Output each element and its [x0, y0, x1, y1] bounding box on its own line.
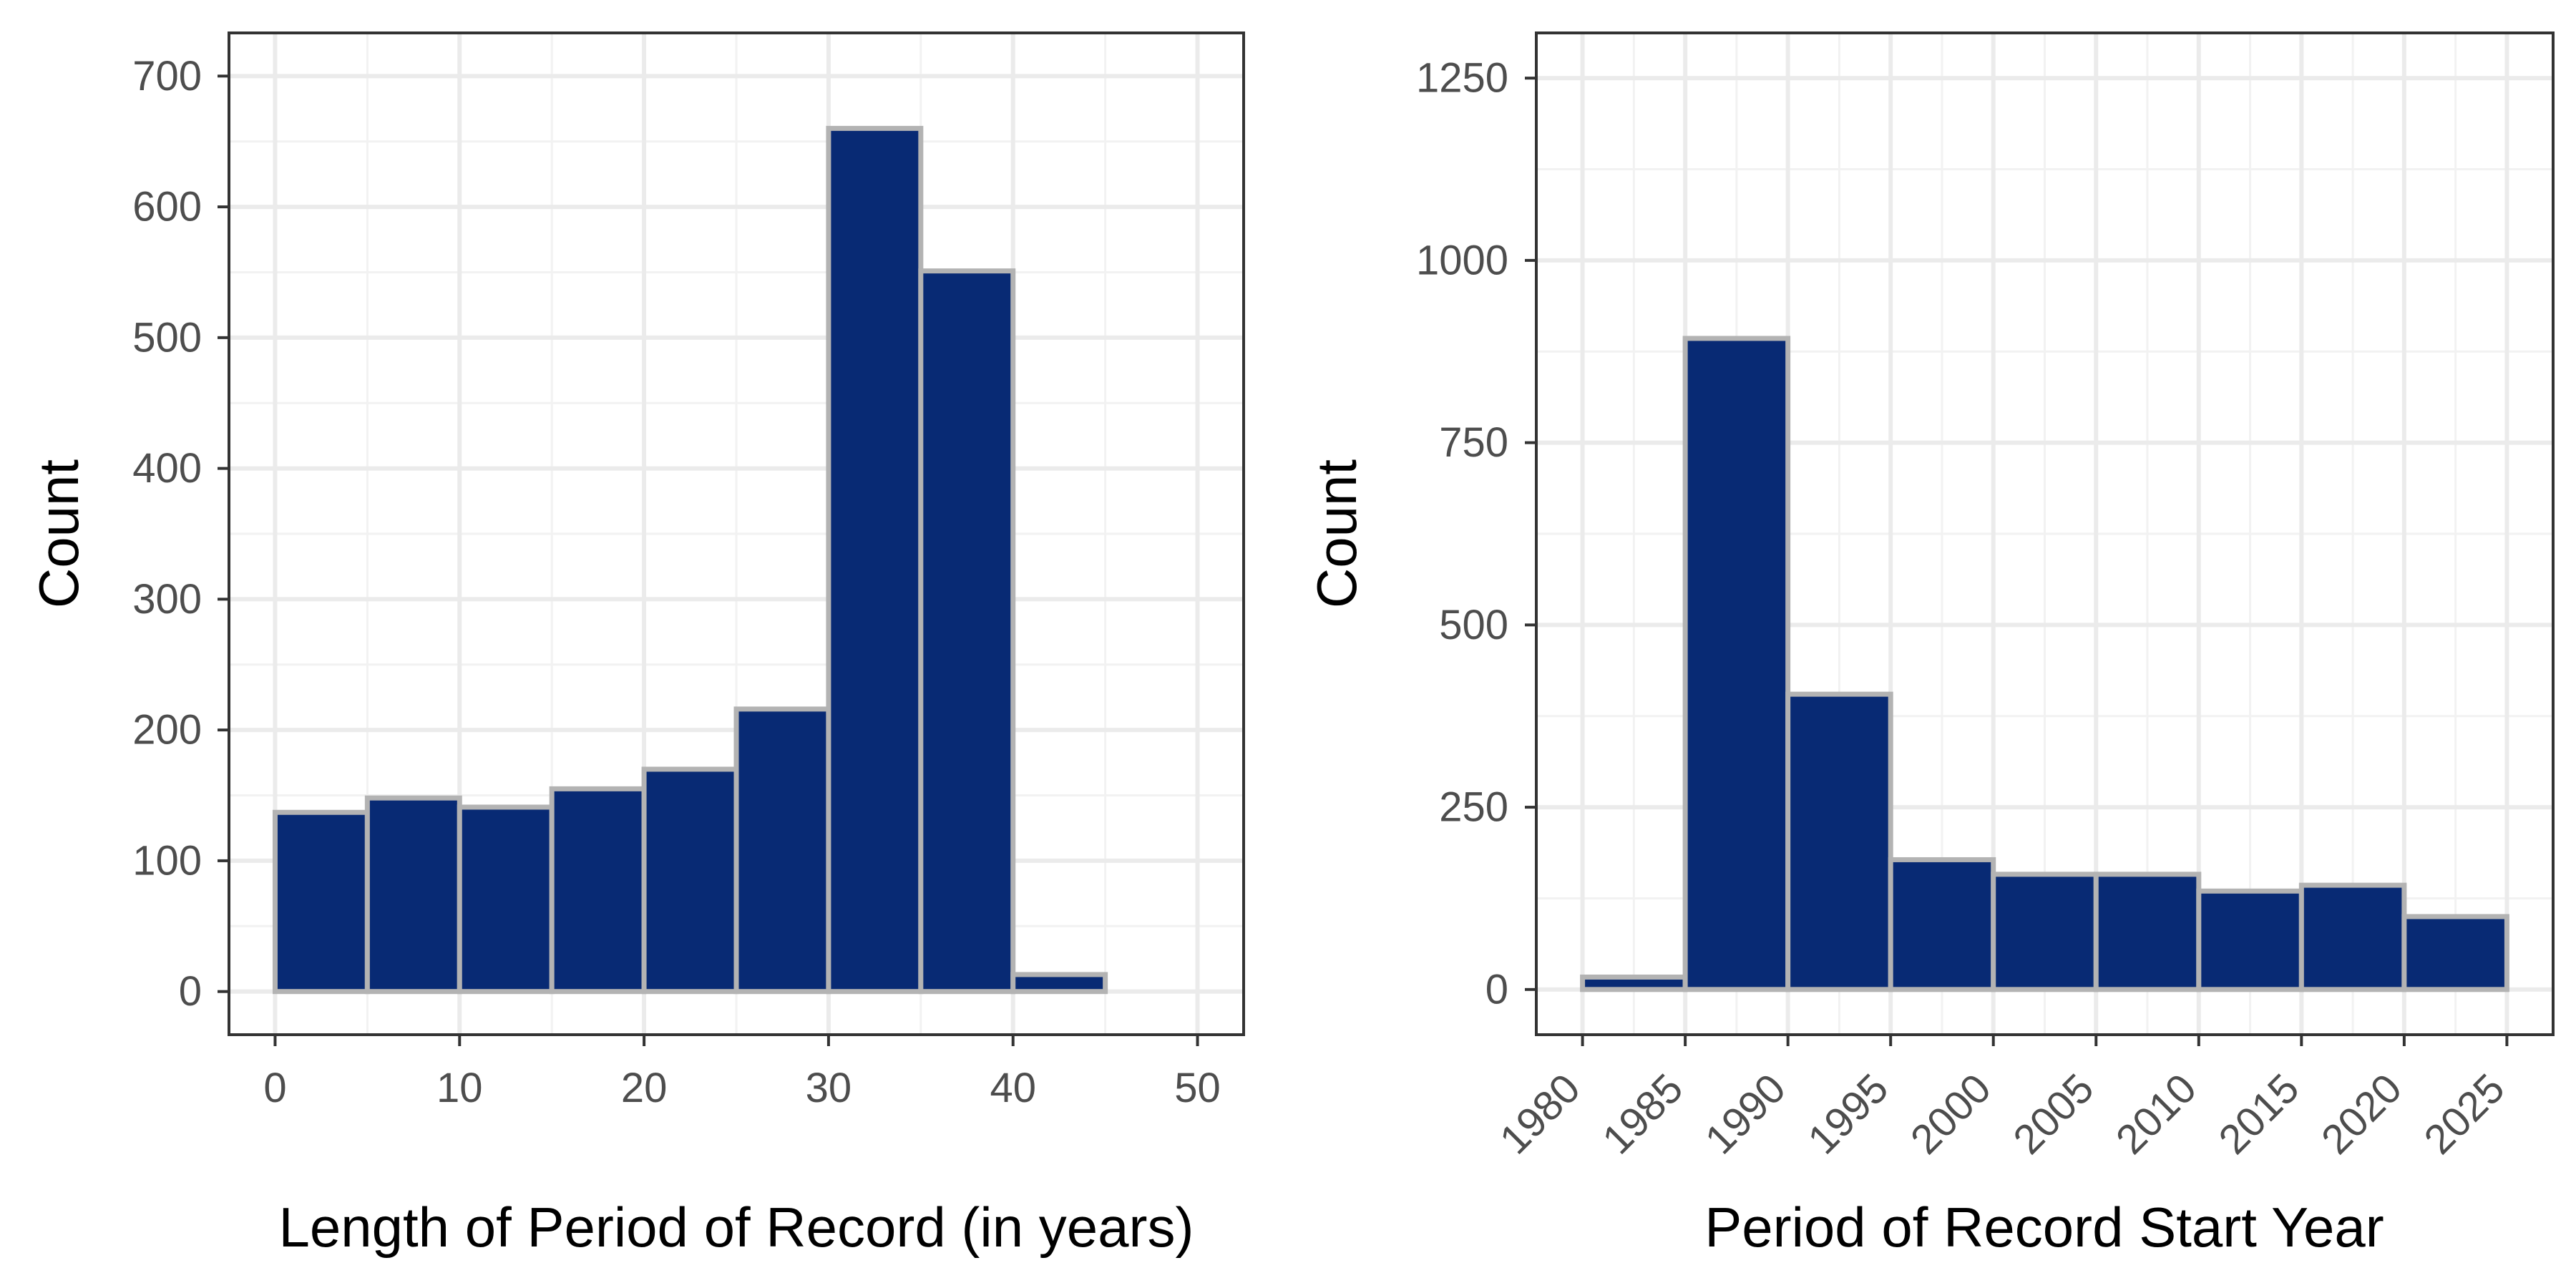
x-axis: 1980 1985 1990 1995 2000 2005 2010 2015 2020 2025	[1491, 1035, 2514, 1163]
histogram-bar	[1580, 975, 1688, 992]
x-tick-label: 2020	[2313, 1065, 2411, 1163]
x-tick-label: 2005	[2004, 1065, 2102, 1163]
x-tick-label: 2000	[1902, 1065, 2000, 1163]
histogram-bar	[2196, 888, 2304, 992]
x-axis: 0 10 20 30 40 50	[263, 1035, 1221, 1111]
y-tick-label: 1250	[1416, 55, 1508, 102]
histogram-bar	[2093, 872, 2202, 992]
x-tick-label: 50	[1174, 1065, 1221, 1111]
x-tick-label: 2010	[2107, 1065, 2205, 1163]
y-axis: 0 100 200 300 400 500 600 700	[132, 53, 229, 1015]
y-axis-title: Count	[27, 459, 90, 608]
histogram-bar	[364, 795, 462, 995]
histogram-bar	[2401, 914, 2509, 992]
bars	[1580, 336, 2509, 992]
histogram-bar	[1682, 336, 1791, 992]
y-tick-label: 200	[132, 707, 202, 753]
x-tick-label: 0	[263, 1065, 286, 1111]
y-axis-title: Count	[1305, 459, 1368, 608]
y-tick-label: 600	[132, 184, 202, 230]
x-tick-label: 10	[436, 1065, 483, 1111]
x-tick-label: 1985	[1594, 1065, 1692, 1163]
y-tick-label: 0	[179, 968, 202, 1015]
y-tick-label: 500	[132, 314, 202, 361]
x-tick-label: 20	[621, 1065, 668, 1111]
y-tick-label: 750	[1439, 419, 1508, 466]
histogram-bar	[1785, 691, 1893, 992]
histogram-bar	[1991, 872, 2099, 992]
y-tick-label: 400	[132, 445, 202, 492]
histogram-bar	[918, 268, 1016, 995]
histogram-bar	[1888, 857, 1996, 992]
x-tick-label: 1995	[1799, 1065, 1897, 1163]
histogram-bar	[733, 706, 831, 995]
x-tick-label: 1980	[1491, 1065, 1589, 1163]
y-tick-label: 1000	[1416, 237, 1508, 283]
x-axis-title: Period of Record Start Year	[1704, 1196, 2384, 1259]
histogram-record-length: 0 100 200 300 400 500 600 700 0 10 20 30 40 50 Length …	[27, 31, 1245, 1259]
x-tick-label: 2015	[2210, 1065, 2308, 1163]
x-tick-label: 30	[806, 1065, 852, 1111]
x-tick-label: 40	[990, 1065, 1036, 1111]
y-axis: 0 250 500 750 1000 1250	[1416, 55, 1536, 1013]
panel-border	[228, 31, 1245, 1036]
panel-border	[1535, 31, 2555, 1036]
y-tick-label: 0	[1485, 966, 1508, 1013]
bars	[272, 125, 1108, 995]
histogram-bar	[272, 809, 370, 995]
histogram-bar	[826, 125, 924, 995]
y-tick-label: 250	[1439, 784, 1508, 831]
histogram-bar	[457, 804, 555, 995]
x-tick-label: 1990	[1697, 1065, 1795, 1163]
x-axis-title: Length of Period of Record (in years)	[278, 1196, 1194, 1259]
y-tick-label: 500	[1439, 602, 1508, 648]
x-tick-label: 2025	[2415, 1065, 2513, 1163]
histogram-bar	[641, 766, 739, 995]
histogram-bar	[549, 786, 647, 995]
y-tick-label: 700	[132, 53, 202, 99]
histogram-bar	[2298, 882, 2407, 992]
y-tick-label: 100	[132, 837, 202, 884]
histogram-bar	[1010, 972, 1108, 995]
y-tick-label: 300	[132, 576, 202, 623]
